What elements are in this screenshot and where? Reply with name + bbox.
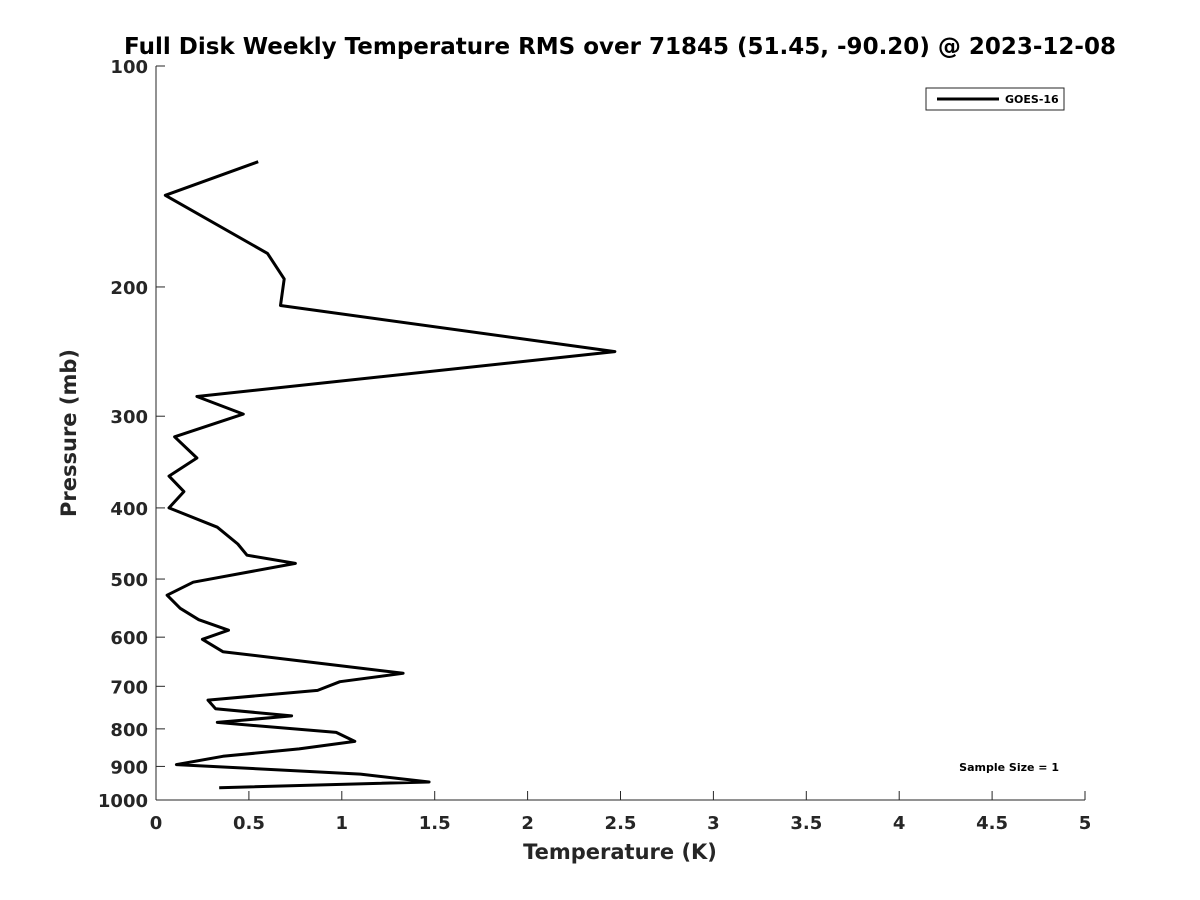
y-tick-label: 500 bbox=[110, 570, 148, 591]
legend: GOES-16 bbox=[925, 87, 1065, 111]
x-tick-label: 4 bbox=[893, 813, 906, 834]
y-tick-label: 1000 bbox=[98, 791, 148, 812]
legend-label: GOES-16 bbox=[1005, 93, 1059, 106]
x-tick-label: 1.5 bbox=[419, 813, 451, 834]
y-axis-label: Pressure (mb) bbox=[57, 349, 81, 517]
x-tick-label: 4.5 bbox=[976, 813, 1008, 834]
y-tick-label: 700 bbox=[110, 677, 148, 698]
axes bbox=[155, 66, 1085, 801]
x-tick-label: 5 bbox=[1079, 813, 1092, 834]
x-tick-label: 3 bbox=[707, 813, 720, 834]
y-tick-label: 300 bbox=[110, 407, 148, 428]
x-tick-label: 0 bbox=[150, 813, 163, 834]
y-tick-label: 200 bbox=[110, 278, 148, 299]
x-tick-label: 0.5 bbox=[233, 813, 265, 834]
sample-size-annotation: Sample Size = 1 bbox=[959, 761, 1059, 774]
x-tick-label: 2.5 bbox=[605, 813, 637, 834]
y-tick-label: 600 bbox=[110, 628, 148, 649]
series-layer bbox=[163, 160, 617, 790]
x-tick-label: 1 bbox=[336, 813, 349, 834]
y-tick-label: 900 bbox=[110, 757, 148, 778]
x-axis-label: Temperature (K) bbox=[523, 840, 717, 864]
x-tick-label: 3.5 bbox=[790, 813, 822, 834]
chart-title: Full Disk Weekly Temperature RMS over 71… bbox=[124, 34, 1116, 60]
y-ticks: 100 200 300 400 500 600 700 800 900 1000 bbox=[98, 57, 165, 812]
y-tick-label: 100 bbox=[110, 57, 148, 78]
y-tick-label: 400 bbox=[110, 499, 148, 520]
x-ticks: 0 0.5 1 1.5 2 2.5 3 3.5 4 4.5 5 bbox=[150, 791, 1092, 834]
y-tick-label: 800 bbox=[110, 720, 148, 741]
x-tick-label: 2 bbox=[521, 813, 534, 834]
series-line bbox=[163, 160, 617, 790]
